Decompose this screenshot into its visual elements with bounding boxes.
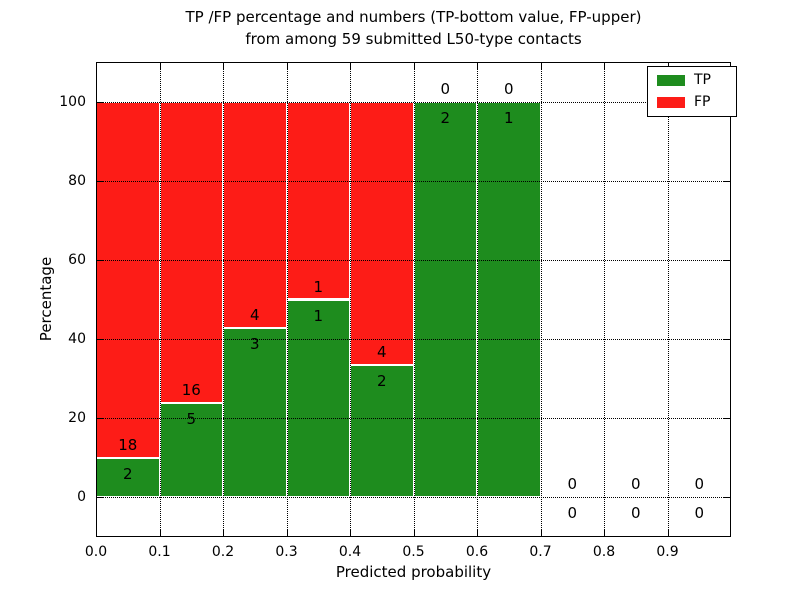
fp-count-label: 0 xyxy=(567,475,578,494)
grid-line-x xyxy=(477,63,478,536)
x-axis-label: Predicted probability xyxy=(335,563,492,581)
tp-count-label: 5 xyxy=(186,410,197,429)
fp-bar-segment xyxy=(159,101,223,404)
tp-count-label: 0 xyxy=(630,504,641,523)
y-tick-label: 60 xyxy=(68,251,86,268)
chart-title: TP /FP percentage and numbers (TP-bottom… xyxy=(96,6,731,50)
x-tick-top xyxy=(223,63,224,69)
x-tick-label: 0.4 xyxy=(338,544,362,560)
fp-count-label: 1 xyxy=(313,277,324,296)
y-tick-right xyxy=(724,259,730,261)
grid-line-x xyxy=(159,63,161,536)
legend-item-fp: FP xyxy=(657,94,727,110)
grid-line-x xyxy=(286,63,288,536)
x-tick-label: 0.3 xyxy=(275,544,298,560)
x-tick-bottom xyxy=(159,530,161,536)
x-tick-bottom xyxy=(667,530,669,536)
y-tick-label: 0 xyxy=(77,489,86,506)
y-tick-label: 40 xyxy=(68,331,86,348)
x-tick-label: 0.7 xyxy=(529,544,552,560)
chart-title-line1: TP /FP percentage and numbers (TP-bottom… xyxy=(185,8,642,26)
x-tick-label: 0.0 xyxy=(84,544,108,560)
x-tick-label: 0.5 xyxy=(402,544,425,560)
x-tick-bottom xyxy=(96,530,97,536)
y-tick-label: 100 xyxy=(59,93,86,110)
y-tick-left xyxy=(97,101,103,103)
tp-count-label: 0 xyxy=(694,504,705,523)
y-tick-right xyxy=(724,339,730,341)
tp-bar-segment xyxy=(96,457,160,498)
x-tick-top xyxy=(350,63,351,69)
x-tick-top xyxy=(286,63,288,69)
legend-swatch-fp xyxy=(657,97,685,108)
legend: TP FP xyxy=(647,66,737,117)
y-tick-left xyxy=(97,339,103,341)
y-tick-left xyxy=(97,259,103,261)
y-tick-label: 20 xyxy=(68,410,86,427)
fp-count-label: 4 xyxy=(376,343,387,362)
x-tick-top xyxy=(540,63,542,69)
legend-item-tp: TP xyxy=(657,72,727,88)
y-tick-right xyxy=(724,497,730,499)
fp-count-label: 16 xyxy=(181,381,201,400)
tp-count-label: 3 xyxy=(249,334,260,353)
tp-count-label: 0 xyxy=(567,504,578,523)
y-tick-left xyxy=(97,180,103,182)
x-tick-bottom xyxy=(223,530,224,536)
x-tick-label: 0.2 xyxy=(211,544,235,560)
tp-bar-segment xyxy=(477,101,541,498)
fp-count-label: 0 xyxy=(503,79,514,98)
legend-label-fp: FP xyxy=(694,94,711,110)
grid-line-x xyxy=(413,63,415,536)
y-tick-label: 80 xyxy=(68,172,86,189)
y-tick-left xyxy=(97,497,103,499)
y-tick-right xyxy=(724,180,730,182)
fp-count-label: 0 xyxy=(630,475,641,494)
tp-count-label: 2 xyxy=(376,372,387,391)
legend-swatch-tp xyxy=(657,75,685,86)
fp-bar-segment xyxy=(350,101,414,366)
fp-bar-segment xyxy=(286,101,350,300)
x-tick-label: 0.1 xyxy=(148,544,171,560)
y-tick-right xyxy=(724,418,730,420)
fp-count-label: 18 xyxy=(118,435,138,454)
grid-line-x xyxy=(350,63,351,536)
x-tick-bottom xyxy=(540,530,542,536)
x-tick-top xyxy=(413,63,415,69)
tp-bar-segment xyxy=(223,327,287,498)
grid-line-x xyxy=(604,63,605,536)
grid-line-x xyxy=(667,63,669,536)
x-tick-bottom xyxy=(286,530,288,536)
y-tick-left xyxy=(97,418,103,420)
tp-count-label: 1 xyxy=(313,306,324,325)
x-tick-top xyxy=(159,63,161,69)
chart-title-line2: from among 59 submitted L50-type contact… xyxy=(245,30,582,48)
x-tick-top xyxy=(477,63,478,69)
fp-count-label: 0 xyxy=(440,79,451,98)
tp-count-label: 2 xyxy=(440,108,451,127)
x-tick-label: 0.9 xyxy=(656,544,679,560)
x-tick-bottom xyxy=(350,530,351,536)
x-tick-top xyxy=(96,63,97,69)
x-tick-bottom xyxy=(477,530,478,536)
tp-count-label: 1 xyxy=(503,108,514,127)
fp-count-label: 0 xyxy=(694,475,705,494)
tp-count-label: 2 xyxy=(122,464,133,483)
x-tick-top xyxy=(604,63,605,69)
x-tick-label: 0.6 xyxy=(465,544,489,560)
tp-bar-segment xyxy=(350,365,414,498)
x-tick-label: 0.8 xyxy=(592,544,616,560)
x-tick-bottom xyxy=(604,530,605,536)
legend-label-tp: TP xyxy=(694,72,711,88)
x-tick-bottom xyxy=(413,530,415,536)
grid-line-x xyxy=(540,63,542,536)
grid-line-x xyxy=(223,63,224,536)
fp-bar-segment xyxy=(96,101,160,458)
fp-count-label: 4 xyxy=(249,305,260,324)
plot-area xyxy=(96,62,731,537)
